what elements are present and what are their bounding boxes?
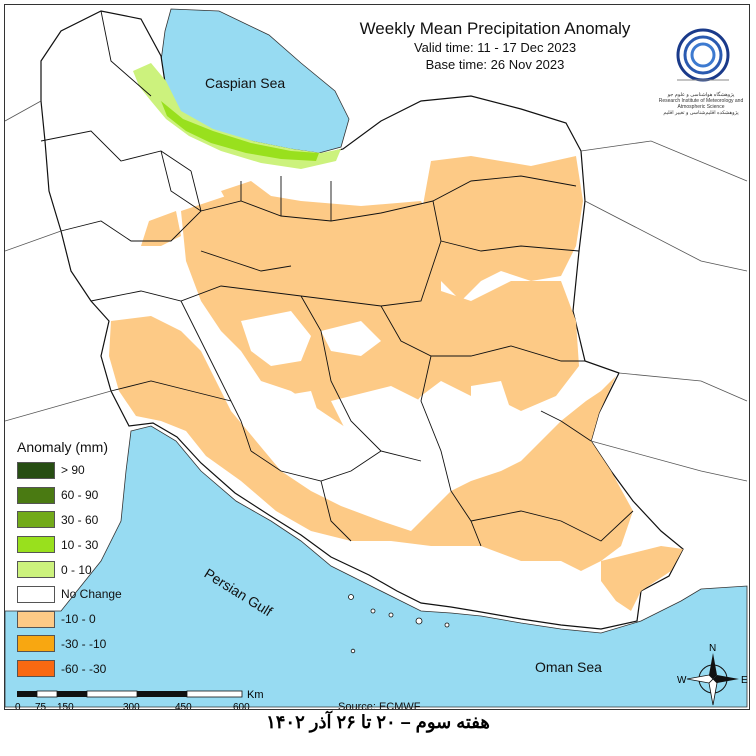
oman-sea-label: Oman Sea <box>535 659 602 675</box>
legend-label: -60 - -30 <box>61 661 107 676</box>
legend-swatch <box>17 635 55 653</box>
legend-item: 0 - 10 <box>17 557 157 582</box>
legend-swatch <box>17 486 55 504</box>
persian-week-caption: هفته سوم – ۲۰ تا ۲۶ آذر ۱۴۰۲ <box>266 712 490 732</box>
legend-label: 0 - 10 <box>61 562 92 577</box>
scale-bar-graphic: Km 0 75 150 300 450 600 <box>15 689 264 710</box>
legend-label: 30 - 60 <box>61 512 99 527</box>
legend-label: No Change <box>61 587 122 602</box>
no-change-pockets <box>241 311 511 441</box>
precipitation-map <box>5 8 748 708</box>
legend-label: > 90 <box>61 463 85 478</box>
scale-tick: 150 <box>57 702 74 710</box>
legend-swatch <box>17 585 55 603</box>
legend-item: -30 - -10 <box>17 632 157 657</box>
legend-item: -60 - -30 <box>17 656 157 681</box>
legend-label: -10 - 0 <box>61 612 96 627</box>
valid-time: Valid time: 11 - 17 Dec 2023 <box>413 40 577 55</box>
legend-item: > 90 <box>17 458 157 483</box>
legend-swatch <box>17 536 55 554</box>
scale-tick: 0 <box>15 702 21 710</box>
compass-e: E <box>741 675 748 686</box>
compass-n: N <box>709 643 716 654</box>
legend-swatch <box>17 511 55 529</box>
legend-label: 10 - 30 <box>61 537 99 552</box>
legend-swatch <box>17 561 55 579</box>
base-time: Base time: 26 Nov 2023 <box>425 57 565 72</box>
legend-swatch <box>17 461 55 479</box>
scale-tick: 75 <box>35 702 47 710</box>
map-frame: Weekly Mean Precipitation Anomaly Valid … <box>4 4 750 710</box>
institute-logo: پژوهشگاه هواشناسی و علوم جو Research Inst… <box>657 25 745 125</box>
compass-w: W <box>677 675 687 686</box>
province-borders <box>40 10 634 547</box>
map-title: Weekly Mean Precipitation Anomaly <box>359 19 631 38</box>
spiral-logo-icon <box>676 28 730 82</box>
legend-title: Anomaly (mm) <box>17 439 109 455</box>
dry-anomaly-zones <box>109 156 683 611</box>
legend-item: 60 - 90 <box>17 483 157 508</box>
legend: Anomaly (mm) > 90 60 - 90 30 - 60 10 - 30 0 … <box>17 439 157 681</box>
north-arrow: N S W E <box>677 641 749 710</box>
legend-item: -10 - 0 <box>17 607 157 632</box>
legend-items: > 90 60 - 90 30 - 60 10 - 30 0 - 10 No Change… <box>17 458 157 681</box>
logo-text: پژوهشگاه هواشناسی و علوم جو Research Inst… <box>658 92 744 116</box>
legend-item: 10 - 30 <box>17 532 157 557</box>
wet-mid-zone <box>161 101 319 161</box>
legend-swatch <box>17 610 55 628</box>
scale-tick: 450 <box>175 702 192 710</box>
compass-s: S <box>709 708 716 710</box>
scale-tick: 300 <box>123 702 140 710</box>
legend-item: 30 - 60 <box>17 508 157 533</box>
scale-unit: Km <box>247 689 264 701</box>
legend-item: No Change <box>17 582 157 607</box>
legend-label: -30 - -10 <box>61 636 107 651</box>
legend-swatch <box>17 660 55 678</box>
gulf-islands <box>348 594 450 654</box>
compass-icon: N S W E <box>677 643 748 710</box>
caspian-sea-label: Caspian Sea <box>205 75 286 91</box>
scale-tick: 600 <box>233 702 250 710</box>
source-label: Source: ECMWF <box>338 701 421 710</box>
scale-bar: Km 0 75 150 300 450 600 <box>15 689 275 710</box>
map-title-block: Weekly Mean Precipitation Anomaly Valid … <box>305 19 685 73</box>
legend-label: 60 - 90 <box>61 488 99 503</box>
